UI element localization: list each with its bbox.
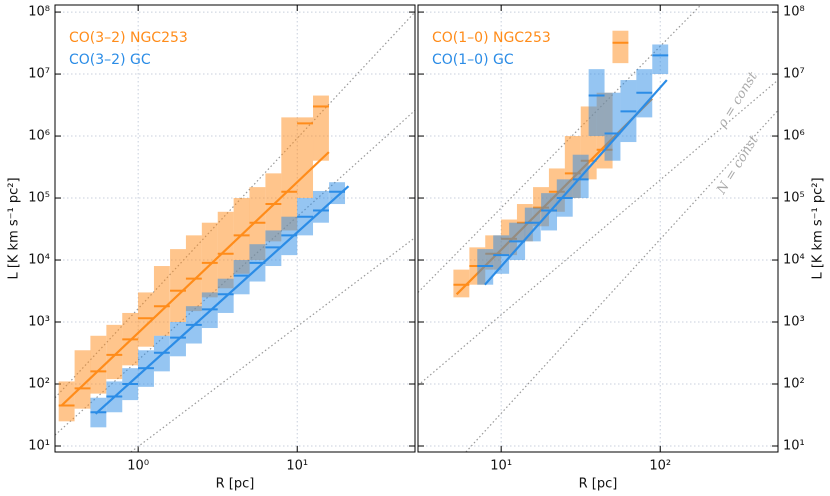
plot-area	[418, 5, 778, 452]
fit-line	[60, 151, 330, 407]
y-axis-label: L [K km s⁻¹ pc²]	[7, 177, 22, 279]
y-tick-label: 10⁵	[783, 191, 805, 206]
y-axis-label: L [K km s⁻¹ pc²]	[811, 177, 826, 279]
y-tick-label: 10⁴	[783, 253, 805, 268]
error-band	[604, 92, 621, 161]
fit-line	[94, 185, 350, 415]
error-band	[281, 117, 298, 231]
axes-frame	[54, 4, 416, 453]
y-tick-label: 10⁸	[28, 5, 50, 20]
error-band	[612, 30, 629, 64]
y-tick-label: 10⁵	[28, 191, 50, 206]
axes-frame	[417, 4, 779, 453]
legend-entry: CO(1–0) GC	[432, 52, 514, 68]
reference-line	[55, 109, 415, 436]
y-tick-label: 10³	[28, 315, 50, 330]
legend-entry: CO(3–2) GC	[69, 52, 151, 68]
fit-line	[484, 79, 668, 286]
error-band	[265, 173, 282, 242]
error-band	[106, 324, 123, 380]
error-band	[524, 207, 541, 242]
y-tick-label: 10⁶	[783, 129, 805, 144]
error-band	[652, 44, 669, 75]
x-tick-label: 10²	[649, 459, 671, 474]
y-tick-label: 10²	[783, 377, 805, 392]
error-band	[90, 335, 107, 394]
reference-line	[418, 79, 778, 386]
y-tick-label: 10⁶	[28, 129, 50, 144]
legend-entry: CO(3–2) NGC253	[69, 30, 188, 46]
error-band	[74, 350, 91, 409]
annotation: N = const	[714, 132, 763, 197]
error-band	[153, 266, 170, 336]
x-axis-label: R [pc]	[216, 477, 255, 492]
x-tick-label: 10¹	[490, 459, 512, 474]
error-band	[329, 182, 346, 205]
error-band	[201, 222, 218, 298]
error-band	[297, 117, 314, 199]
legend-entry: CO(1–0) NGC253	[432, 30, 551, 46]
error-band	[185, 235, 202, 312]
x-tick-label: 10¹	[286, 459, 308, 474]
error-band	[453, 269, 470, 298]
reference-line	[465, 109, 778, 452]
error-band	[138, 292, 154, 347]
plot-area	[55, 11, 415, 452]
error-band	[170, 249, 186, 323]
x-tick-label: 10⁰	[127, 459, 149, 474]
y-tick-label: 10⁷	[28, 67, 50, 82]
error-band	[313, 95, 329, 161]
y-tick-label: 10¹	[28, 438, 50, 453]
reference-line	[130, 237, 415, 452]
y-tick-label: 10³	[783, 315, 805, 330]
error-band	[588, 69, 605, 137]
y-tick-label: 10¹	[783, 438, 805, 453]
y-tick-label: 10⁷	[783, 67, 805, 82]
y-tick-label: 10²	[28, 377, 50, 392]
panel: 10¹ 10² 10¹ 10² 10³ 10⁴ 10⁵ 10⁶ 10⁷ 10⁸ CO(1–0) NG…	[417, 4, 826, 492]
panel: 10⁰ 10¹ 10¹ 10² 10³ 10⁴ 10⁵ 10⁶ 10⁷ 10⁸ CO(3–2) NG…	[7, 4, 416, 492]
y-tick-label: 10⁴	[28, 253, 50, 268]
y-tick-label: 10⁸	[783, 5, 805, 20]
x-axis-label: R [pc]	[579, 477, 618, 492]
